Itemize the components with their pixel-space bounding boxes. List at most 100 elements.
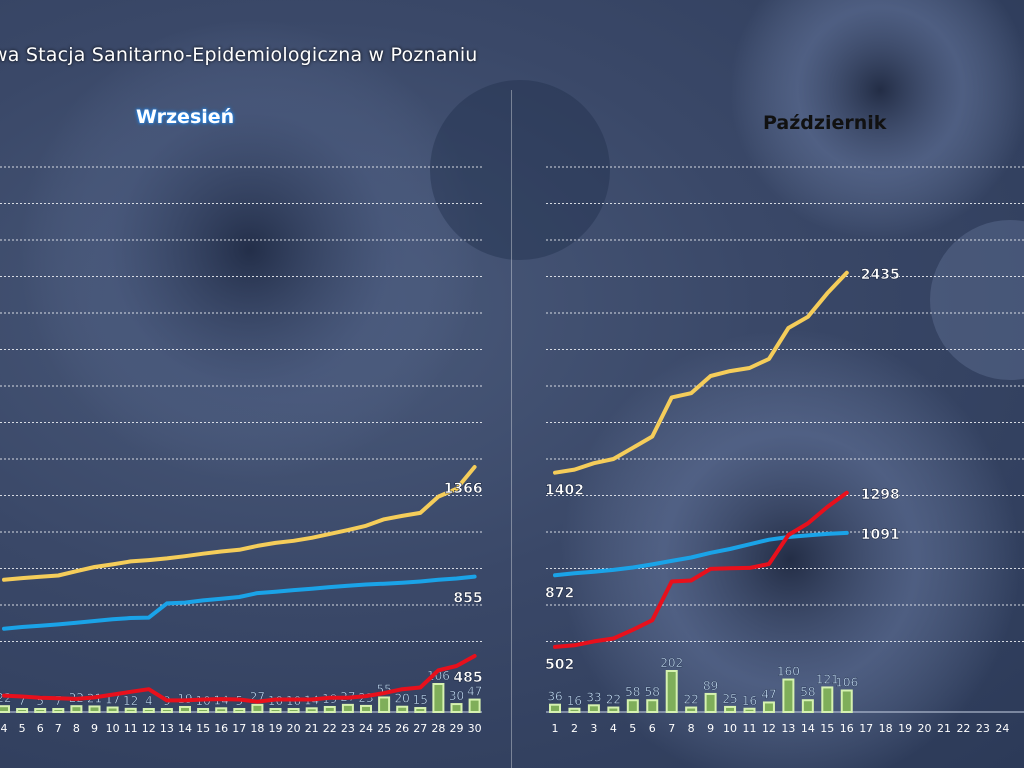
x-tick-label: 22 bbox=[323, 722, 337, 735]
bar-value-label: 22 bbox=[0, 691, 12, 705]
yellow-series-line bbox=[553, 270, 849, 475]
bar-value-label: 36 bbox=[547, 690, 562, 704]
bar-value-label: 15 bbox=[413, 693, 428, 707]
x-tick-label: 10 bbox=[106, 722, 120, 735]
october-panel-title: Październik bbox=[763, 112, 887, 134]
daily-cases-bar bbox=[124, 707, 137, 714]
x-tick-label: 4 bbox=[610, 722, 617, 735]
daily-cases-bar bbox=[549, 703, 561, 713]
bar-value-label: 106 bbox=[835, 675, 858, 689]
bar-value-label: 16 bbox=[742, 694, 757, 708]
x-tick-label: 24 bbox=[359, 722, 373, 735]
bar-value-label: 106 bbox=[427, 669, 450, 683]
daily-cases-bar bbox=[106, 706, 119, 714]
yellow-start-value-label: 1402 bbox=[545, 483, 584, 499]
daily-cases-bar bbox=[432, 683, 445, 713]
daily-cases-bar bbox=[142, 708, 155, 713]
x-tick-label: 8 bbox=[688, 722, 695, 735]
bar-value-label: 16 bbox=[567, 694, 582, 708]
daily-cases-bar bbox=[341, 703, 354, 713]
x-tick-label: 11 bbox=[124, 722, 138, 735]
bar-value-label: 12 bbox=[123, 694, 138, 708]
daily-cases-bar bbox=[305, 707, 318, 713]
x-tick-label: 27 bbox=[413, 722, 427, 735]
x-tick-label: 21 bbox=[305, 722, 319, 735]
yellow-end-value-label: 1366 bbox=[444, 481, 483, 497]
page-title: wa Stacja Sanitarno-Epidemiologiczna w P… bbox=[0, 44, 478, 66]
daily-cases-bar bbox=[323, 705, 336, 714]
x-tick-label: 25 bbox=[377, 722, 391, 735]
bar-value-label: 20 bbox=[395, 692, 410, 706]
daily-cases-bar bbox=[0, 705, 10, 713]
red-start-value-label: 502 bbox=[545, 657, 574, 673]
daily-cases-bar bbox=[179, 705, 191, 714]
daily-cases-bar bbox=[414, 707, 427, 713]
x-tick-label: 19 bbox=[898, 722, 912, 735]
daily-cases-bar bbox=[34, 708, 47, 713]
red-series-line bbox=[2, 654, 477, 704]
daily-cases-bar bbox=[685, 706, 698, 714]
x-tick-label: 10 bbox=[723, 722, 737, 735]
x-tick-label: 7 bbox=[668, 722, 675, 735]
bar-value-label: 22 bbox=[684, 693, 699, 707]
x-tick-label: 23 bbox=[976, 722, 990, 735]
bar-value-label: 25 bbox=[722, 692, 737, 706]
x-tick-label: 18 bbox=[879, 722, 893, 735]
bar-value-label: 121 bbox=[816, 672, 839, 686]
daily-cases-bar bbox=[88, 705, 101, 713]
daily-cases-bar bbox=[665, 670, 678, 713]
bar-value-label: 58 bbox=[645, 685, 660, 699]
daily-cases-bar bbox=[378, 696, 391, 713]
daily-cases-bar bbox=[287, 708, 300, 713]
x-tick-label: 12 bbox=[762, 722, 776, 735]
x-tick-label: 5 bbox=[19, 722, 26, 735]
daily-cases-bar bbox=[821, 686, 834, 714]
bar-value-label: 5 bbox=[36, 694, 44, 708]
daily-cases-bar bbox=[233, 708, 246, 713]
daily-cases-bar bbox=[587, 704, 600, 714]
daily-cases-bar bbox=[762, 701, 775, 713]
x-tick-label: 6 bbox=[37, 722, 44, 735]
x-tick-label: 19 bbox=[269, 722, 283, 735]
blue-end-value-label: 1091 bbox=[861, 527, 900, 543]
x-tick-label: 8 bbox=[73, 722, 80, 735]
panel-divider bbox=[511, 90, 512, 768]
x-tick-label: 12 bbox=[142, 722, 156, 735]
daily-cases-bar bbox=[52, 708, 65, 713]
x-tick-label: 23 bbox=[341, 722, 355, 735]
daily-cases-bar bbox=[646, 699, 659, 713]
x-tick-label: 30 bbox=[468, 722, 482, 735]
bar-value-label: 47 bbox=[761, 687, 776, 701]
daily-cases-bar bbox=[724, 705, 737, 713]
september-panel-title: Wrzesień bbox=[136, 106, 235, 128]
red-end-value-label: 1298 bbox=[861, 487, 900, 503]
bar-value-label: 89 bbox=[703, 679, 718, 693]
daily-cases-bar bbox=[215, 707, 228, 713]
x-tick-label: 14 bbox=[801, 722, 815, 735]
x-tick-label: 13 bbox=[160, 722, 174, 735]
x-tick-label: 20 bbox=[287, 722, 301, 735]
daily-cases-bar bbox=[704, 692, 717, 714]
daily-cases-bar bbox=[468, 698, 481, 713]
blue-series-line bbox=[553, 530, 849, 578]
daily-cases-bar bbox=[251, 703, 264, 713]
x-tick-label: 5 bbox=[629, 722, 636, 735]
x-tick-label: 17 bbox=[232, 722, 246, 735]
blue-start-value-label: 872 bbox=[545, 585, 574, 601]
bar-value-label: 7 bbox=[18, 694, 26, 708]
x-tick-label: 17 bbox=[859, 722, 873, 735]
x-tick-label: 28 bbox=[431, 722, 445, 735]
x-tick-label: 4 bbox=[1, 722, 8, 735]
daily-cases-bar bbox=[743, 707, 756, 714]
daily-cases-bar bbox=[568, 707, 581, 714]
daily-cases-bar bbox=[396, 705, 409, 713]
daily-cases-bar bbox=[360, 704, 372, 713]
daily-cases-bar bbox=[16, 708, 29, 713]
x-tick-label: 22 bbox=[956, 722, 970, 735]
x-tick-label: 16 bbox=[214, 722, 228, 735]
yellow-end-value-label: 2435 bbox=[861, 267, 900, 283]
bar-value-label: 4 bbox=[145, 694, 153, 708]
x-tick-label: 7 bbox=[55, 722, 62, 735]
daily-cases-bar bbox=[607, 706, 620, 714]
